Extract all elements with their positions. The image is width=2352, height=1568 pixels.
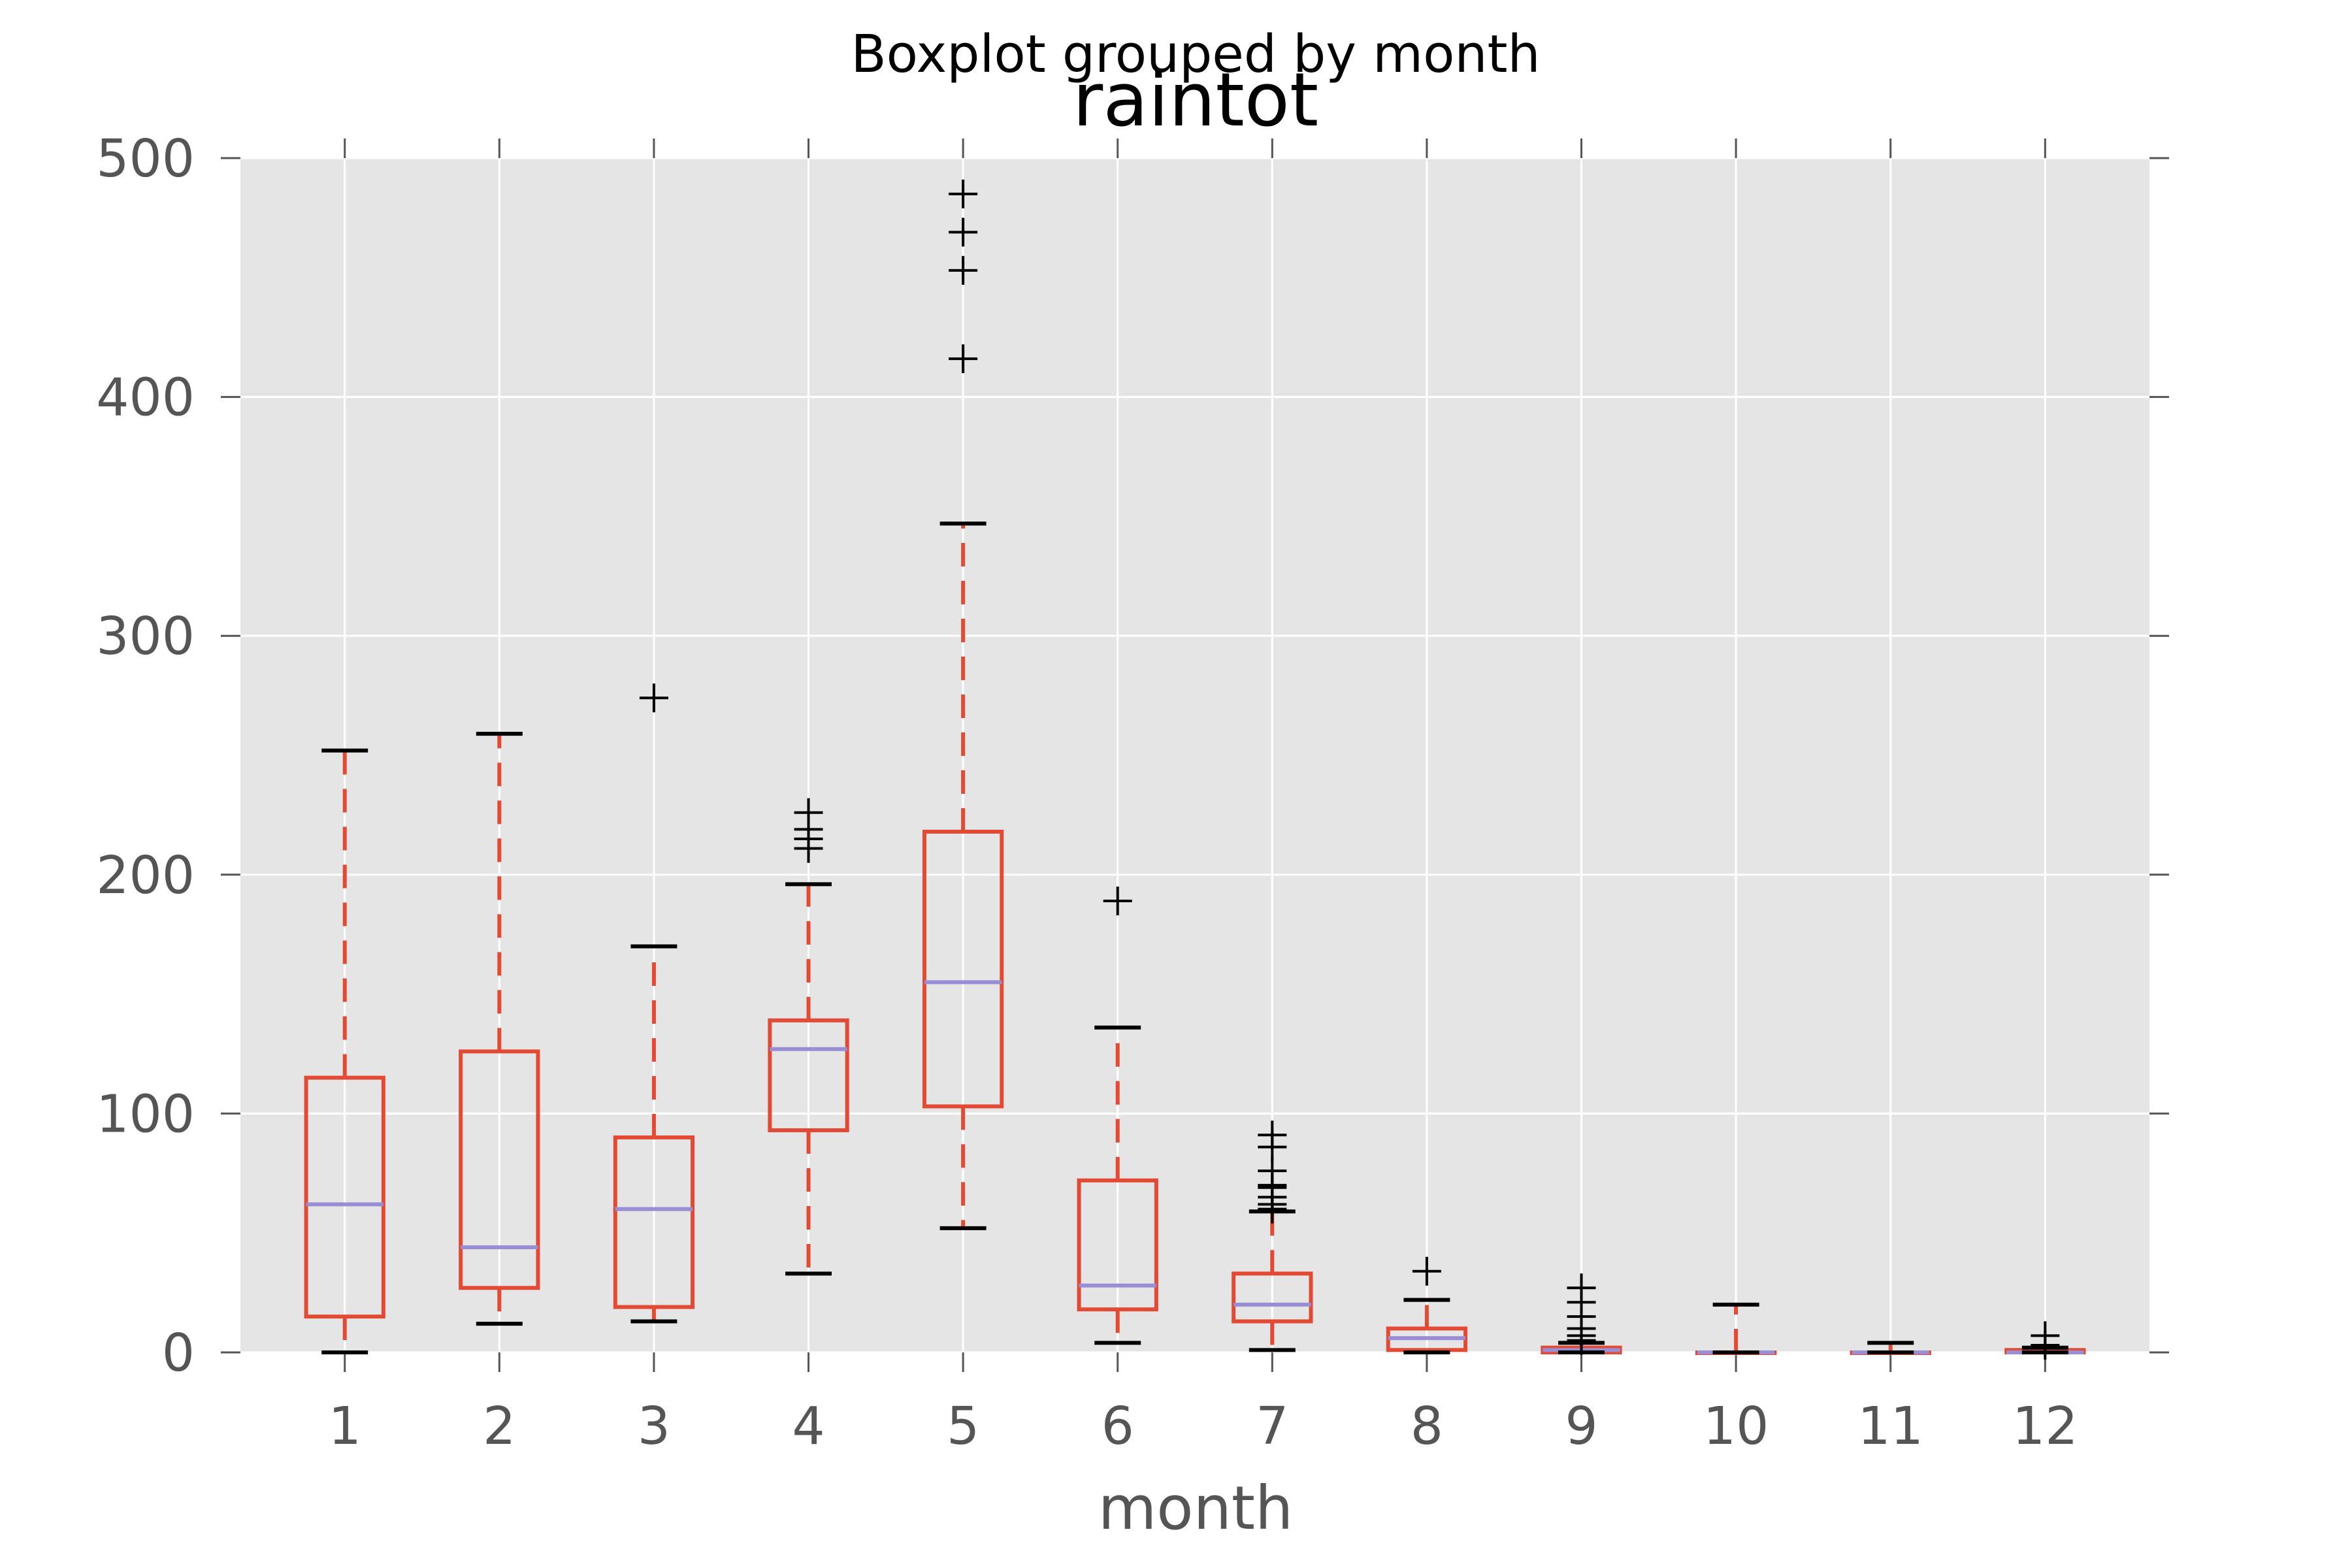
box-month-1 bbox=[304, 748, 385, 1354]
chart-title: raintot bbox=[1073, 57, 1318, 143]
x-tick-label: 4 bbox=[792, 1396, 825, 1456]
box-body bbox=[1077, 1178, 1158, 1312]
box-body bbox=[1232, 1271, 1313, 1324]
box-month-7 bbox=[1232, 1120, 1313, 1352]
box-month-6 bbox=[1077, 887, 1158, 1345]
box-month-9 bbox=[1541, 1273, 1622, 1355]
axis-ticks bbox=[221, 139, 2169, 1372]
x-tick-label: 8 bbox=[1411, 1396, 1443, 1456]
y-tick-label: 300 bbox=[96, 606, 195, 666]
y-tick-label: 500 bbox=[96, 129, 195, 189]
box-body bbox=[922, 829, 1004, 1109]
y-tick-label: 100 bbox=[96, 1084, 195, 1144]
box-body bbox=[613, 1135, 695, 1309]
box-month-5 bbox=[922, 179, 1004, 1230]
plot-background bbox=[240, 158, 2149, 1352]
box-body bbox=[304, 1075, 385, 1319]
x-tick-label: 2 bbox=[483, 1396, 515, 1456]
box-month-12 bbox=[2004, 1321, 2086, 1360]
x-tick-labels: 1 2 3 4 5 6 7 8 9 10 11 12 bbox=[329, 1396, 2078, 1456]
plot-area bbox=[240, 158, 2149, 1352]
box-month-8 bbox=[1386, 1256, 1468, 1354]
flier-point bbox=[949, 179, 978, 208]
x-tick-label: 11 bbox=[1857, 1396, 1923, 1456]
y-tick-label: 200 bbox=[96, 845, 195, 906]
box-month-10 bbox=[1695, 1302, 1777, 1355]
x-tick-label: 7 bbox=[1256, 1396, 1288, 1456]
box-month-3 bbox=[613, 683, 695, 1324]
flier-point bbox=[1258, 1120, 1287, 1150]
x-tick-label: 6 bbox=[1102, 1396, 1134, 1456]
x-tick-label: 5 bbox=[947, 1396, 979, 1456]
x-tick-label: 12 bbox=[2012, 1396, 2078, 1456]
flier-point bbox=[1103, 887, 1132, 916]
y-tick-label: 0 bbox=[162, 1323, 195, 1383]
flier-point bbox=[2031, 1321, 2060, 1350]
flier-point bbox=[794, 798, 823, 827]
chart-suptitle: Boxplot grouped by month bbox=[851, 24, 1540, 84]
y-tick-label: 400 bbox=[96, 368, 195, 428]
x-tick-label: 1 bbox=[329, 1396, 361, 1456]
box-month-2 bbox=[459, 732, 540, 1326]
flier-point bbox=[949, 218, 978, 247]
flier-point bbox=[639, 683, 668, 713]
flier-point bbox=[949, 255, 978, 285]
x-tick-label: 10 bbox=[1703, 1396, 1769, 1456]
box-month-4 bbox=[768, 798, 849, 1276]
box-body bbox=[768, 1018, 849, 1132]
flier-point bbox=[1567, 1273, 1596, 1303]
box-body bbox=[459, 1049, 540, 1290]
y-tick-labels: 0 100 200 300 400 500 bbox=[96, 129, 195, 1383]
boxes bbox=[304, 179, 2086, 1360]
x-tick-label: 9 bbox=[1565, 1396, 1597, 1456]
box-month-11 bbox=[1850, 1341, 1931, 1355]
flier-point bbox=[949, 344, 978, 374]
x-tick-label: 3 bbox=[638, 1396, 670, 1456]
flier-point bbox=[1412, 1256, 1441, 1286]
x-axis-label: month bbox=[1098, 1473, 1294, 1543]
